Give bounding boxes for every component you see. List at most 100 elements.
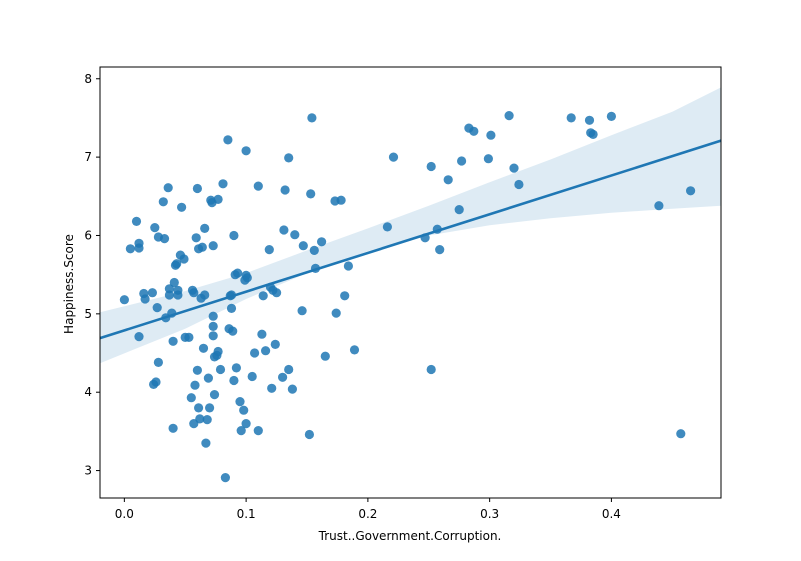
data-point xyxy=(195,414,205,424)
data-point xyxy=(200,290,210,300)
data-point xyxy=(201,438,211,448)
data-point xyxy=(203,373,213,383)
data-point xyxy=(168,423,178,433)
y-axis-label: Happiness.Score xyxy=(62,234,76,334)
data-point xyxy=(125,244,135,254)
axes-frame xyxy=(99,66,722,499)
x-axis-label: Trust..Government.Corruption. xyxy=(318,529,502,543)
data-point xyxy=(309,245,319,255)
data-point xyxy=(191,233,201,243)
data-point xyxy=(454,205,464,215)
axes: 0.0 0.1 0.2 0.3 0.4 3 4 5 6 7 8 xyxy=(84,66,722,521)
data-point xyxy=(241,419,251,429)
data-point xyxy=(284,153,294,163)
plot-content xyxy=(100,87,721,483)
data-point xyxy=(215,364,226,375)
x-tick-label: 0.2 xyxy=(358,507,377,521)
data-point xyxy=(177,202,187,212)
data-point xyxy=(388,152,399,162)
data-point xyxy=(304,429,314,440)
data-point xyxy=(307,113,317,123)
data-point xyxy=(242,273,252,283)
data-point xyxy=(179,254,189,264)
data-point xyxy=(584,115,595,125)
data-point xyxy=(197,242,207,252)
data-point xyxy=(163,183,173,193)
data-point xyxy=(226,303,237,313)
data-point xyxy=(229,375,239,386)
data-point xyxy=(588,129,598,139)
data-point xyxy=(208,311,218,321)
data-point xyxy=(236,426,246,436)
data-point xyxy=(443,175,453,185)
data-point xyxy=(231,363,241,373)
data-point xyxy=(158,197,168,207)
data-point xyxy=(486,130,496,140)
data-point xyxy=(235,397,245,407)
data-point xyxy=(192,183,202,194)
data-point xyxy=(469,126,479,136)
data-point xyxy=(213,194,223,204)
x-tick-label: 0.0 xyxy=(115,507,134,521)
data-point xyxy=(247,371,257,382)
data-point xyxy=(190,380,200,390)
data-point xyxy=(189,288,199,298)
data-point xyxy=(213,346,223,357)
data-point xyxy=(229,230,239,241)
data-point xyxy=(208,321,218,331)
data-point xyxy=(279,225,289,235)
y-tick-label: 8 xyxy=(84,72,92,86)
data-point xyxy=(340,291,350,301)
data-point xyxy=(278,372,288,382)
data-point xyxy=(202,415,212,425)
data-point xyxy=(239,405,249,415)
data-point xyxy=(186,393,196,403)
data-point xyxy=(209,390,220,400)
data-point xyxy=(173,290,183,300)
data-point xyxy=(457,156,467,166)
data-point xyxy=(228,326,238,336)
y-tick-label: 6 xyxy=(84,228,92,242)
data-point xyxy=(514,179,524,190)
data-point xyxy=(200,223,210,233)
data-point xyxy=(220,473,230,483)
confidence-band xyxy=(100,87,721,364)
data-point xyxy=(509,163,519,173)
data-point xyxy=(131,216,142,226)
data-point xyxy=(134,238,144,248)
data-point xyxy=(241,146,251,156)
y-tick-label: 7 xyxy=(84,150,92,164)
data-point xyxy=(349,345,360,355)
data-point xyxy=(298,241,308,251)
data-point xyxy=(151,377,161,387)
data-point xyxy=(686,186,696,196)
data-point xyxy=(223,135,233,145)
data-point xyxy=(140,294,150,304)
data-point xyxy=(306,189,316,199)
plot-area xyxy=(100,87,721,483)
data-point xyxy=(280,185,290,195)
data-point xyxy=(435,245,445,255)
data-point xyxy=(264,245,274,255)
y-tick-label: 5 xyxy=(84,307,92,321)
y-tick-label: 3 xyxy=(84,464,92,478)
data-point xyxy=(172,259,182,269)
data-point xyxy=(147,288,157,298)
x-tick-label: 0.3 xyxy=(480,507,499,521)
data-point xyxy=(159,234,170,244)
data-point xyxy=(290,230,300,240)
data-point xyxy=(382,222,392,232)
data-point xyxy=(331,308,341,318)
data-point xyxy=(205,403,215,413)
data-point xyxy=(168,336,178,346)
data-point xyxy=(426,161,436,172)
data-point xyxy=(504,111,514,121)
data-point xyxy=(150,223,160,233)
data-point xyxy=(317,237,327,247)
data-point xyxy=(426,364,436,375)
x-tick-label: 0.1 xyxy=(237,507,256,521)
data-point xyxy=(198,343,209,353)
data-point xyxy=(184,332,194,342)
x-tick-label: 0.4 xyxy=(602,507,621,521)
data-point xyxy=(208,241,218,251)
